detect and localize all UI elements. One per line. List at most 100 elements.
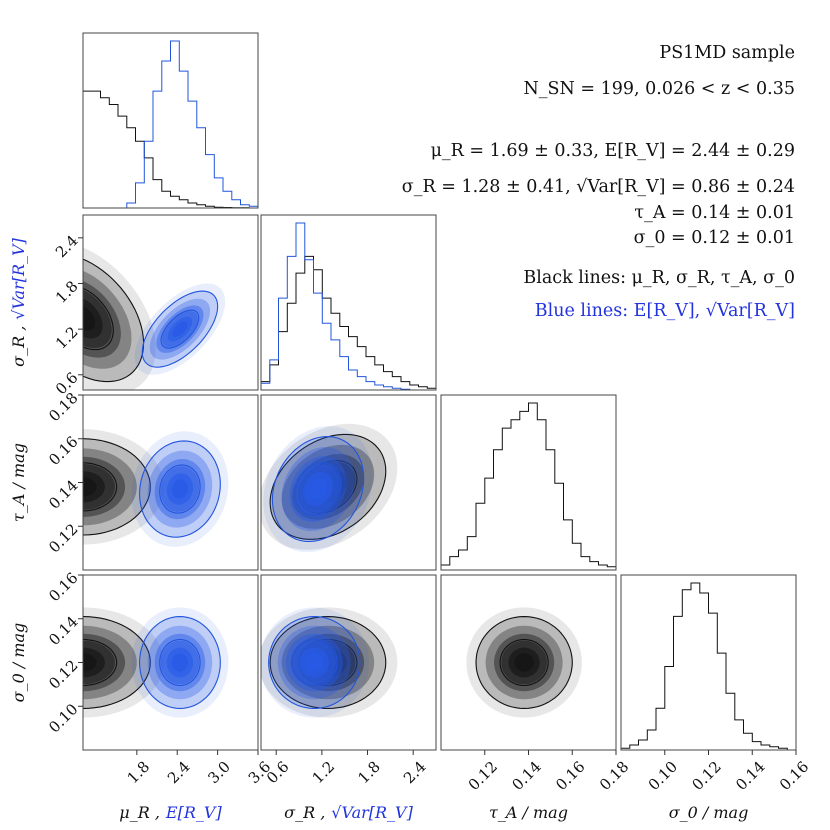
y-tick-label: 0.14 [45, 613, 81, 649]
density-black [83, 607, 164, 718]
panel-content [261, 222, 436, 390]
y-tick-label: 0.12 [45, 520, 81, 556]
panel-3-0 [82, 574, 259, 751]
axis-label-black: τ_A / mag [9, 443, 28, 522]
y-axis-label-sigma_R: σ_R , √Var[R_V] [9, 237, 28, 366]
y-axis-label-sigma_0: σ_0 / mag [9, 623, 28, 703]
x-axis-label-sigma_R: σ_R , √Var[R_V] [284, 803, 413, 822]
y-tick-label: 1.8 [52, 277, 82, 307]
legend-black: Black lines: μ_R, σ_R, τ_A, σ_0 [523, 268, 795, 288]
x-tick-label: 1.8 [124, 758, 154, 788]
x-tick-label: 3.0 [204, 758, 234, 788]
contour-black [83, 438, 151, 536]
panel-content [261, 607, 398, 718]
panel-content [466, 607, 582, 718]
panel-frame [260, 394, 437, 571]
axis-label-blue: √Var[R_V] [331, 803, 413, 822]
histogram-sigma_R [261, 255, 436, 390]
panel-1-1 [260, 214, 437, 391]
x-tick-label: 0.14 [509, 758, 545, 794]
y-tick-label: 1.2 [52, 323, 82, 353]
chart-title: PS1MD sample [659, 43, 795, 63]
stat-line-2: σ_R = 1.28 ± 0.41, √Var[R_V] = 0.86 ± 0.… [402, 177, 795, 197]
density-black [83, 247, 156, 390]
density-blue [172, 321, 188, 337]
panel-content [83, 429, 229, 547]
panel-2-1 [260, 394, 437, 571]
panel-2-2 [440, 394, 617, 571]
x-tick-label: 1.2 [309, 758, 339, 788]
panel-3-3 [620, 574, 797, 751]
contour-blue [268, 616, 361, 709]
x-tick-label: 1.8 [354, 758, 384, 788]
density-black [83, 306, 96, 331]
x-tick-label: 0.10 [645, 758, 681, 794]
panel-3-2 [440, 574, 617, 751]
axis-label-blue: √Var[R_V] [9, 237, 28, 319]
x-tick-label: 0.14 [732, 758, 768, 794]
density-blue [308, 478, 328, 500]
contour-blue [141, 290, 219, 368]
panel-content [621, 582, 796, 750]
contour-blue [271, 436, 365, 543]
contour-black [269, 433, 387, 540]
contour-blue [159, 638, 201, 687]
contour-blue [290, 638, 338, 687]
density-black [83, 477, 97, 497]
legend-blue: Blue lines: E[R_V], √Var[R_V] [535, 301, 795, 321]
contour-black [475, 616, 573, 709]
panel-content [83, 247, 226, 390]
axis-label-black: σ_R , [9, 326, 28, 367]
x-tick-label: 2.4 [400, 758, 430, 788]
stat-line-3: τ_A = 0.14 ± 0.01 [634, 203, 795, 223]
stat-line-1: μ_R = 1.69 ± 0.33, E[R_V] = 2.44 ± 0.29 [431, 141, 795, 161]
density-blue [305, 653, 324, 672]
density-blue [171, 653, 188, 672]
axis-label-black: σ_0 / mag [669, 803, 749, 822]
histogram-sigma_0 [621, 582, 796, 750]
contour-black [83, 287, 114, 351]
histogram-E[R_V] [83, 40, 258, 208]
contour-black [83, 258, 145, 383]
contour-blue [294, 462, 342, 516]
y-tick-label: 0.12 [45, 656, 81, 692]
panel-frame [260, 214, 437, 391]
x-tick-label: 0.12 [689, 758, 725, 794]
text-layer: PS1MD sample N_SN = 199, 0.026 < z < 0.3… [402, 43, 795, 321]
x-tick-label: 2.4 [164, 758, 194, 788]
x-tick-label: 0.6 [263, 758, 293, 788]
contour-black [83, 638, 118, 687]
panel-content [83, 40, 258, 208]
axis-label-black: μ_R , [119, 803, 160, 822]
axis-label-black: σ_R , [284, 803, 325, 822]
x-tick-label: 0.16 [552, 758, 588, 794]
panel-frame [82, 32, 259, 209]
density-black [83, 653, 97, 672]
contour-black [83, 462, 118, 512]
density-black [514, 653, 534, 672]
x-tick-label: 0.12 [465, 758, 501, 794]
density-black [83, 429, 164, 545]
panel-2-0 [82, 394, 259, 571]
x-axis-label-mu_R: μ_R , E[R_V] [119, 803, 222, 822]
y-tick-label: 0.18 [45, 389, 81, 425]
y-tick-label: 0.14 [45, 476, 81, 512]
density-blue [171, 479, 188, 499]
panel-content [261, 423, 398, 552]
axis-label-black: σ_0 / mag [9, 623, 28, 703]
contour-blue [138, 440, 221, 538]
y-tick-label: 0.16 [45, 433, 81, 469]
x-axis-label-sigma_0: σ_0 / mag [669, 803, 749, 822]
density-black [83, 259, 144, 382]
panel-0-0 [82, 32, 259, 209]
chart-subtitle: N_SN = 199, 0.026 < z < 0.35 [523, 79, 795, 99]
panel-frame [82, 214, 259, 391]
panel-content [441, 402, 616, 570]
stat-line-4: σ_0 = 0.12 ± 0.01 [634, 228, 795, 248]
axis-label-blue: E[R_V] [165, 803, 223, 822]
y-tick-label: 2.4 [52, 232, 82, 262]
y-axis-label-tau_A: τ_A / mag [9, 443, 28, 522]
x-tick-label: 0.16 [776, 758, 812, 794]
panel-frame [440, 394, 617, 571]
